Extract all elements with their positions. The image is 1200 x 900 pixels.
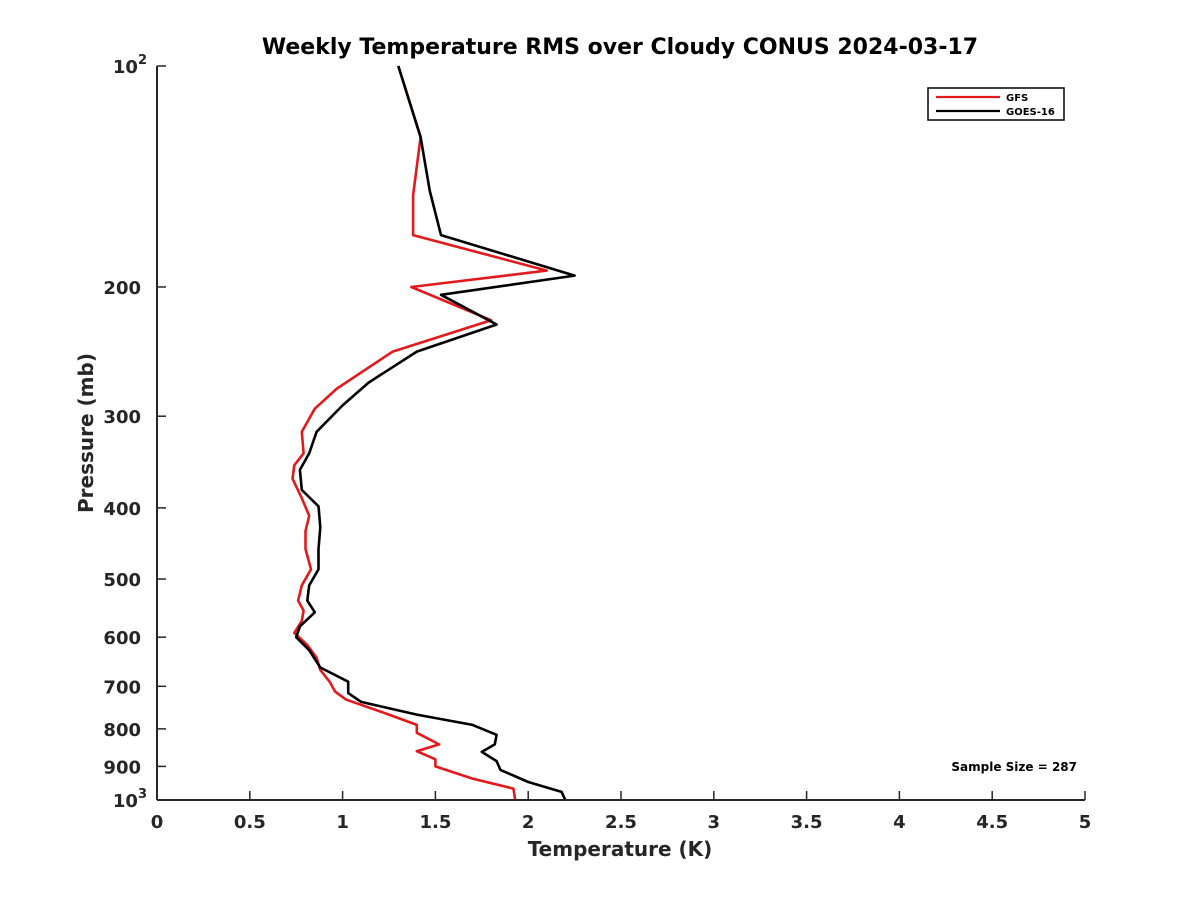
- y-tick-label: 700: [103, 677, 141, 698]
- y-tick-label: 800: [103, 720, 141, 741]
- y-tick-label: 102: [113, 53, 147, 78]
- x-axis-label: Temperature (K): [528, 837, 713, 861]
- y-tick-label: 103: [113, 787, 147, 812]
- y-tick-label: 400: [103, 499, 141, 520]
- sample-size-note: Sample Size = 287: [951, 760, 1077, 774]
- y-axis-label: Pressure (mb): [74, 353, 98, 513]
- legend-label-goes16: GOES-16: [1006, 107, 1055, 118]
- legend: GFS GOES-16: [927, 87, 1065, 121]
- plot-area: 0 0.5 1 1.5 2 2.5 3 3.5 4 4.5 5 102 200 300 400 500 600 7…: [103, 53, 1091, 833]
- y-tick-label: 500: [103, 570, 141, 591]
- x-tick-label: 0: [151, 812, 164, 833]
- x-tick-label: 3: [708, 812, 721, 833]
- y-tick-label: 600: [103, 628, 141, 649]
- series-line-gfs: [291, 65, 549, 801]
- x-tick-label: 0.5: [234, 812, 266, 833]
- legend-label-gfs: GFS: [1006, 93, 1028, 104]
- x-tick-label: 1: [336, 812, 349, 833]
- x-tick-label: 2.5: [605, 812, 637, 833]
- y-tick-label: 900: [103, 757, 141, 778]
- x-tick-label: 2: [522, 812, 535, 833]
- x-tick-label: 1.5: [419, 812, 451, 833]
- legend-box: [927, 87, 1065, 121]
- x-tick-label: 5: [1079, 812, 1092, 833]
- y-tick-label: 200: [103, 278, 141, 299]
- y-tick-label: 300: [103, 407, 141, 428]
- x-tick-label: 3.5: [791, 812, 823, 833]
- chart-title: Weekly Temperature RMS over Cloudy CONUS…: [262, 35, 978, 60]
- x-tick-label: 4.5: [976, 812, 1008, 833]
- x-tick-label: 4: [893, 812, 906, 833]
- series-line-goes16: [294, 65, 576, 801]
